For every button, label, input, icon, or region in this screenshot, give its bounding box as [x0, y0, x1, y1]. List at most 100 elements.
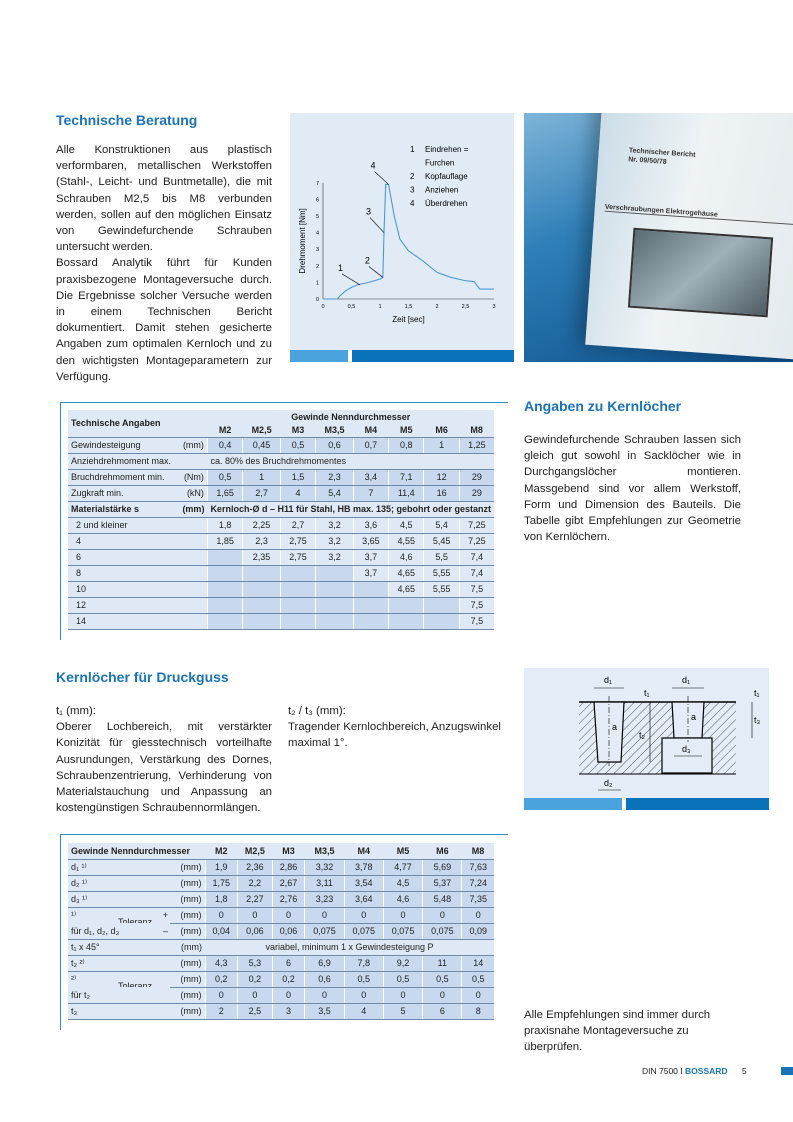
value-cell: 12	[423, 469, 460, 486]
report-subject: Verschraubungen Elektrogehäuse	[604, 203, 793, 225]
value-cell: 0	[343, 987, 384, 1004]
value-cell: 3,5	[304, 1003, 345, 1020]
value-cell: 0,8	[388, 437, 424, 454]
t1-text: Oberer Lochbereich, mit verstärkter Koni…	[56, 721, 272, 815]
table-title: Technische Angaben	[68, 410, 208, 438]
annotation-leader	[374, 171, 389, 185]
value-cell: 7,25	[458, 533, 494, 550]
row-label: 12	[68, 597, 180, 614]
row-span-text: Kernloch-Ø d – H11 für Stahl, HB max. 13…	[207, 501, 494, 518]
paragraph: Bossard Analytik führt für Kunden praxis…	[56, 257, 272, 383]
x-tick-label: 0	[321, 304, 324, 310]
report-number: Nr. 09/50/78	[627, 156, 667, 166]
value-cell: 0,2	[237, 971, 273, 988]
value-cell: 0	[271, 907, 305, 924]
y-tick-label: 2	[316, 264, 319, 270]
table-row: ¹⁾ Toleranz + (mm) 0 0 0 0 0 0 0 0	[68, 907, 494, 927]
row-label: t₁ x 45°	[71, 942, 100, 952]
value-cell: 0	[343, 907, 384, 924]
table2-frame	[60, 834, 508, 1030]
annotation-label: 1	[338, 263, 343, 273]
value-cell: 0,06	[237, 923, 273, 940]
value-cell: 0,5	[382, 971, 423, 988]
x-tick-label: 1	[378, 304, 381, 310]
x-tick-label: 2	[435, 304, 438, 310]
value-cell: 2,7	[279, 517, 316, 534]
row-unit	[179, 517, 208, 534]
row-unit	[179, 597, 208, 614]
row-label: ²⁾	[71, 973, 77, 984]
value-cell: 1,75	[204, 875, 238, 892]
value-cell: 8	[461, 1003, 494, 1020]
column-header: M2,5	[242, 423, 281, 438]
value-cell: 0,2	[271, 971, 305, 988]
row-label-cell: d₂ ¹⁾	[68, 875, 170, 892]
value-cell: 6	[271, 955, 305, 972]
value-cell: 7,1	[388, 469, 424, 486]
table-row: Materialstärke s (mm) Kernloch-Ø d – H11 f…	[68, 501, 494, 518]
column-header: M5	[388, 423, 424, 438]
footer-separator: I	[680, 1066, 683, 1076]
row-unit	[179, 549, 208, 566]
section-title-druckguss: Kernlöcher für Druckguss	[56, 669, 229, 685]
column-header: M2	[205, 843, 238, 860]
value-cell: 3,65	[352, 533, 389, 550]
legend-number: 3	[410, 186, 415, 195]
empty-cell	[352, 581, 389, 598]
t1-heading: t₁ (mm):	[56, 705, 96, 717]
value-cell: 4,3	[204, 955, 238, 972]
table-row: 10 4,65 5,55 7,5	[68, 581, 494, 598]
empty-cell	[352, 613, 389, 630]
row-label: Gewindesteigung	[68, 437, 180, 454]
value-cell: 7,35	[461, 891, 494, 908]
y-tick-label: 4	[316, 231, 319, 237]
row-unit: (mm)	[170, 859, 205, 876]
row-unit: (mm)	[170, 891, 205, 908]
legend-text: Anziehen	[425, 186, 458, 195]
value-cell: 0,5	[422, 971, 462, 988]
value-cell: 2,3	[315, 469, 354, 486]
empty-cell	[279, 597, 316, 614]
value-cell: 2,7	[242, 485, 281, 502]
value-cell: 0,075	[382, 923, 423, 940]
value-cell: 1,65	[206, 485, 243, 502]
value-cell: 4,65	[388, 565, 424, 582]
column-header: M4	[344, 843, 384, 860]
value-cell: 1,25	[458, 437, 494, 454]
value-cell: 2,75	[279, 549, 316, 566]
row-label: 10	[68, 581, 180, 598]
t2-t3-description: t₂ / t₃ (mm): Tragender Kernlochbereich,…	[288, 703, 508, 752]
value-cell: 0,5	[461, 971, 494, 988]
value-cell: 0	[422, 987, 462, 1004]
empty-cell	[206, 597, 243, 614]
column-header: M4	[353, 423, 389, 438]
value-cell: 11	[422, 955, 462, 972]
value-cell: 0	[304, 907, 345, 924]
row-label-cell: ¹⁾ Toleranz +	[68, 907, 170, 927]
row-unit: (mm)	[179, 437, 208, 454]
table-header-row: Technische Angaben Gewinde Nenndurchmesse…	[68, 410, 494, 438]
value-cell: 4,55	[388, 533, 424, 550]
value-cell: 3,64	[343, 891, 384, 908]
row-label: d₃ ¹⁾	[71, 893, 88, 904]
value-cell: 0	[271, 987, 305, 1004]
table-row: 8 3,7 4,65 5,55 7,4	[68, 565, 494, 582]
value-cell: 2,25	[242, 517, 281, 534]
value-cell: 6,9	[304, 955, 345, 972]
row-label: für t₂	[71, 989, 90, 1000]
x-axis-label: Zeit [sec]	[392, 315, 424, 324]
value-cell: 3,54	[343, 875, 384, 892]
row-label-cell: für d₁, d₂, d₃ –	[68, 923, 170, 940]
empty-cell	[279, 581, 316, 598]
empty-cell	[206, 581, 243, 598]
value-cell: 29	[458, 485, 494, 502]
row-unit: (mm)	[170, 875, 205, 892]
value-cell: 0	[204, 907, 238, 924]
empty-cell	[206, 565, 243, 582]
empty-cell	[423, 597, 460, 614]
table-row: 6 2,35 2,75 3,2 3,7 4,6 5,5 7,4	[68, 549, 494, 566]
value-cell: 0,075	[304, 923, 345, 940]
row-label: d₁ ¹⁾	[71, 861, 87, 872]
table-row: t₂ ²⁾ (mm) 4,3 5,3 6 6,9 7,8 9,2 11 14	[68, 955, 494, 972]
value-cell: 5,48	[422, 891, 462, 908]
